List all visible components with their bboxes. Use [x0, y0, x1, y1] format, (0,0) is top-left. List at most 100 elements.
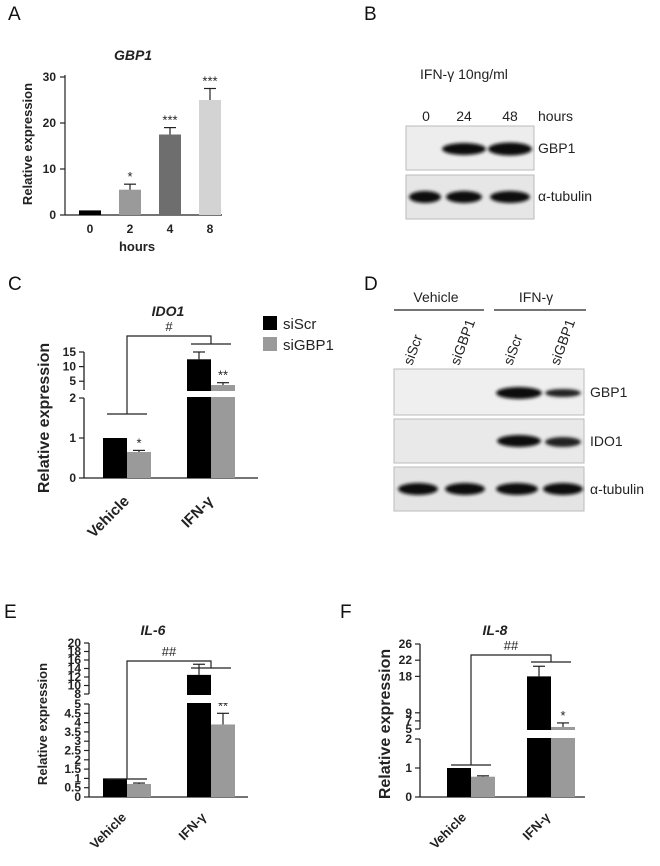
y-tick-label: 1.5 — [64, 762, 81, 776]
chart-c-title: IDO1 — [152, 303, 185, 319]
legend-swatch-siscr — [263, 316, 277, 330]
bar — [447, 768, 471, 797]
y-tick-label: 26 — [399, 637, 413, 651]
significance-label: *** — [162, 113, 177, 128]
blot-d-lane-4: siGBP1 — [547, 317, 578, 367]
panel-label-e: E — [4, 602, 17, 623]
y-tick-label: 0 — [69, 471, 76, 485]
blot-d-group-ifn: IFN-γ — [519, 289, 553, 305]
y-tick-label: 9 — [405, 706, 412, 720]
blot-d-band — [496, 483, 538, 495]
chart-a-ylabel: Relative expression — [20, 83, 35, 205]
y-tick-label: 0 — [74, 790, 81, 804]
panel-label-b: B — [364, 4, 377, 25]
blot-d-band — [445, 483, 485, 495]
y-tick-label: 10 — [68, 679, 82, 693]
y-tick-label: 4 — [74, 716, 81, 730]
blot-d-lane-1: siScr — [400, 332, 426, 367]
y-tick-label: 2 — [74, 753, 81, 767]
comparison-bracket — [107, 660, 231, 780]
bar — [211, 724, 235, 797]
y-tick-label: 8 — [74, 687, 81, 701]
chart-a-title: GBP1 — [114, 47, 152, 63]
legend-label-sigbp1: siGBP1 — [283, 337, 334, 354]
y-tick-label: 5 — [405, 722, 412, 736]
y-tick-label: 3.5 — [64, 725, 81, 739]
y-tick-label: 1 — [74, 771, 81, 785]
blot-d-band — [545, 437, 581, 447]
y-tick-label: 3 — [74, 734, 81, 748]
chart-a-xlabel: hours — [119, 239, 155, 254]
blot-b-lane-48: 48 — [502, 108, 518, 124]
comparison-bracket — [451, 654, 571, 766]
bar — [159, 134, 181, 215]
bracket-label: # — [165, 319, 173, 334]
bar — [199, 100, 221, 215]
x-tick-label: 0 — [87, 222, 94, 236]
blot-b-treatment: IFN-γ 10ng/ml — [420, 66, 508, 82]
bar — [79, 210, 101, 215]
blot-b-band — [488, 142, 532, 156]
y-tick-label: 30 — [43, 70, 57, 84]
significance-label: * — [560, 708, 565, 723]
significance-label: * — [136, 435, 141, 450]
bar — [127, 783, 151, 797]
y-tick-label: 2 — [405, 732, 412, 746]
significance-label: ** — [218, 368, 228, 383]
y-tick-label: 5 — [69, 374, 76, 388]
y-tick-label: 4.5 — [64, 706, 81, 720]
chart-e: IL-6 Relative expression 00.511.522.533.… — [35, 622, 250, 852]
axis-break-gap — [91, 695, 250, 703]
y-tick-label: 12 — [68, 670, 82, 684]
comparison-bracket — [107, 335, 231, 415]
chart-c-xtick-ifn: IFN-γ — [178, 492, 217, 531]
y-tick-label: 2.5 — [64, 744, 81, 758]
axis-break-gap — [86, 391, 260, 397]
y-tick-label: 0.5 — [64, 781, 81, 795]
blot-b-band — [409, 191, 441, 203]
chart-c-ylabel: Relative expression — [36, 343, 53, 493]
blot-b-band — [490, 191, 530, 203]
blot-d-row-gbp1: GBP1 — [590, 384, 628, 400]
panel-label-a: A — [8, 4, 21, 25]
y-tick-label: 7 — [405, 714, 412, 728]
y-tick-label: 20 — [43, 116, 57, 130]
chart-f-xtick-ifn: IFN-γ — [520, 809, 554, 843]
blot-d-band — [543, 483, 583, 495]
blot-b: IFN-γ 10ng/ml 0 24 48 hours GBP1 α-tubul… — [405, 66, 592, 220]
y-tick-label: 5 — [74, 697, 81, 711]
y-tick-label: 20 — [68, 636, 82, 650]
blot-b-row-gbp1: GBP1 — [538, 140, 576, 156]
blot-d-lane-3: siScr — [500, 332, 526, 367]
x-tick-label: 4 — [167, 222, 174, 236]
legend-label-siscr: siScr — [283, 316, 316, 333]
bracket-label: ## — [504, 638, 519, 653]
significance-label: * — [127, 169, 132, 184]
chart-a: GBP1 Relative expression hours 0 10 20 30 0… — [20, 47, 222, 254]
blot-d-band — [398, 483, 438, 495]
legend-swatch-sigbp1 — [263, 337, 277, 351]
significance-label: ** — [218, 698, 228, 713]
blot-d-row-tubulin: α-tubulin — [590, 481, 644, 497]
blot-d-band — [545, 389, 581, 397]
blot-b-lane-24: 24 — [456, 108, 472, 124]
axis-break-gap — [422, 730, 587, 738]
y-tick-label: 15 — [63, 345, 77, 359]
bar — [103, 438, 127, 478]
y-tick-label: 2 — [69, 391, 76, 405]
blot-d: Vehicle IFN-γ siScr siGBP1 siScr siGBP1 … — [393, 289, 644, 512]
y-tick-label: 10 — [43, 162, 57, 176]
chart-e-xtick-vehicle: Vehicle — [87, 810, 129, 852]
chart-e-title: IL-6 — [141, 622, 166, 638]
bar — [103, 778, 127, 797]
y-tick-label: 0 — [49, 208, 56, 222]
y-tick-label: 16 — [68, 653, 82, 667]
panel-label-d: D — [364, 274, 378, 295]
blot-d-band — [496, 387, 542, 399]
blot-d-row-ido1: IDO1 — [590, 433, 623, 449]
blot-d-band — [497, 435, 541, 447]
blot-d-lane-2: siGBP1 — [447, 317, 478, 367]
